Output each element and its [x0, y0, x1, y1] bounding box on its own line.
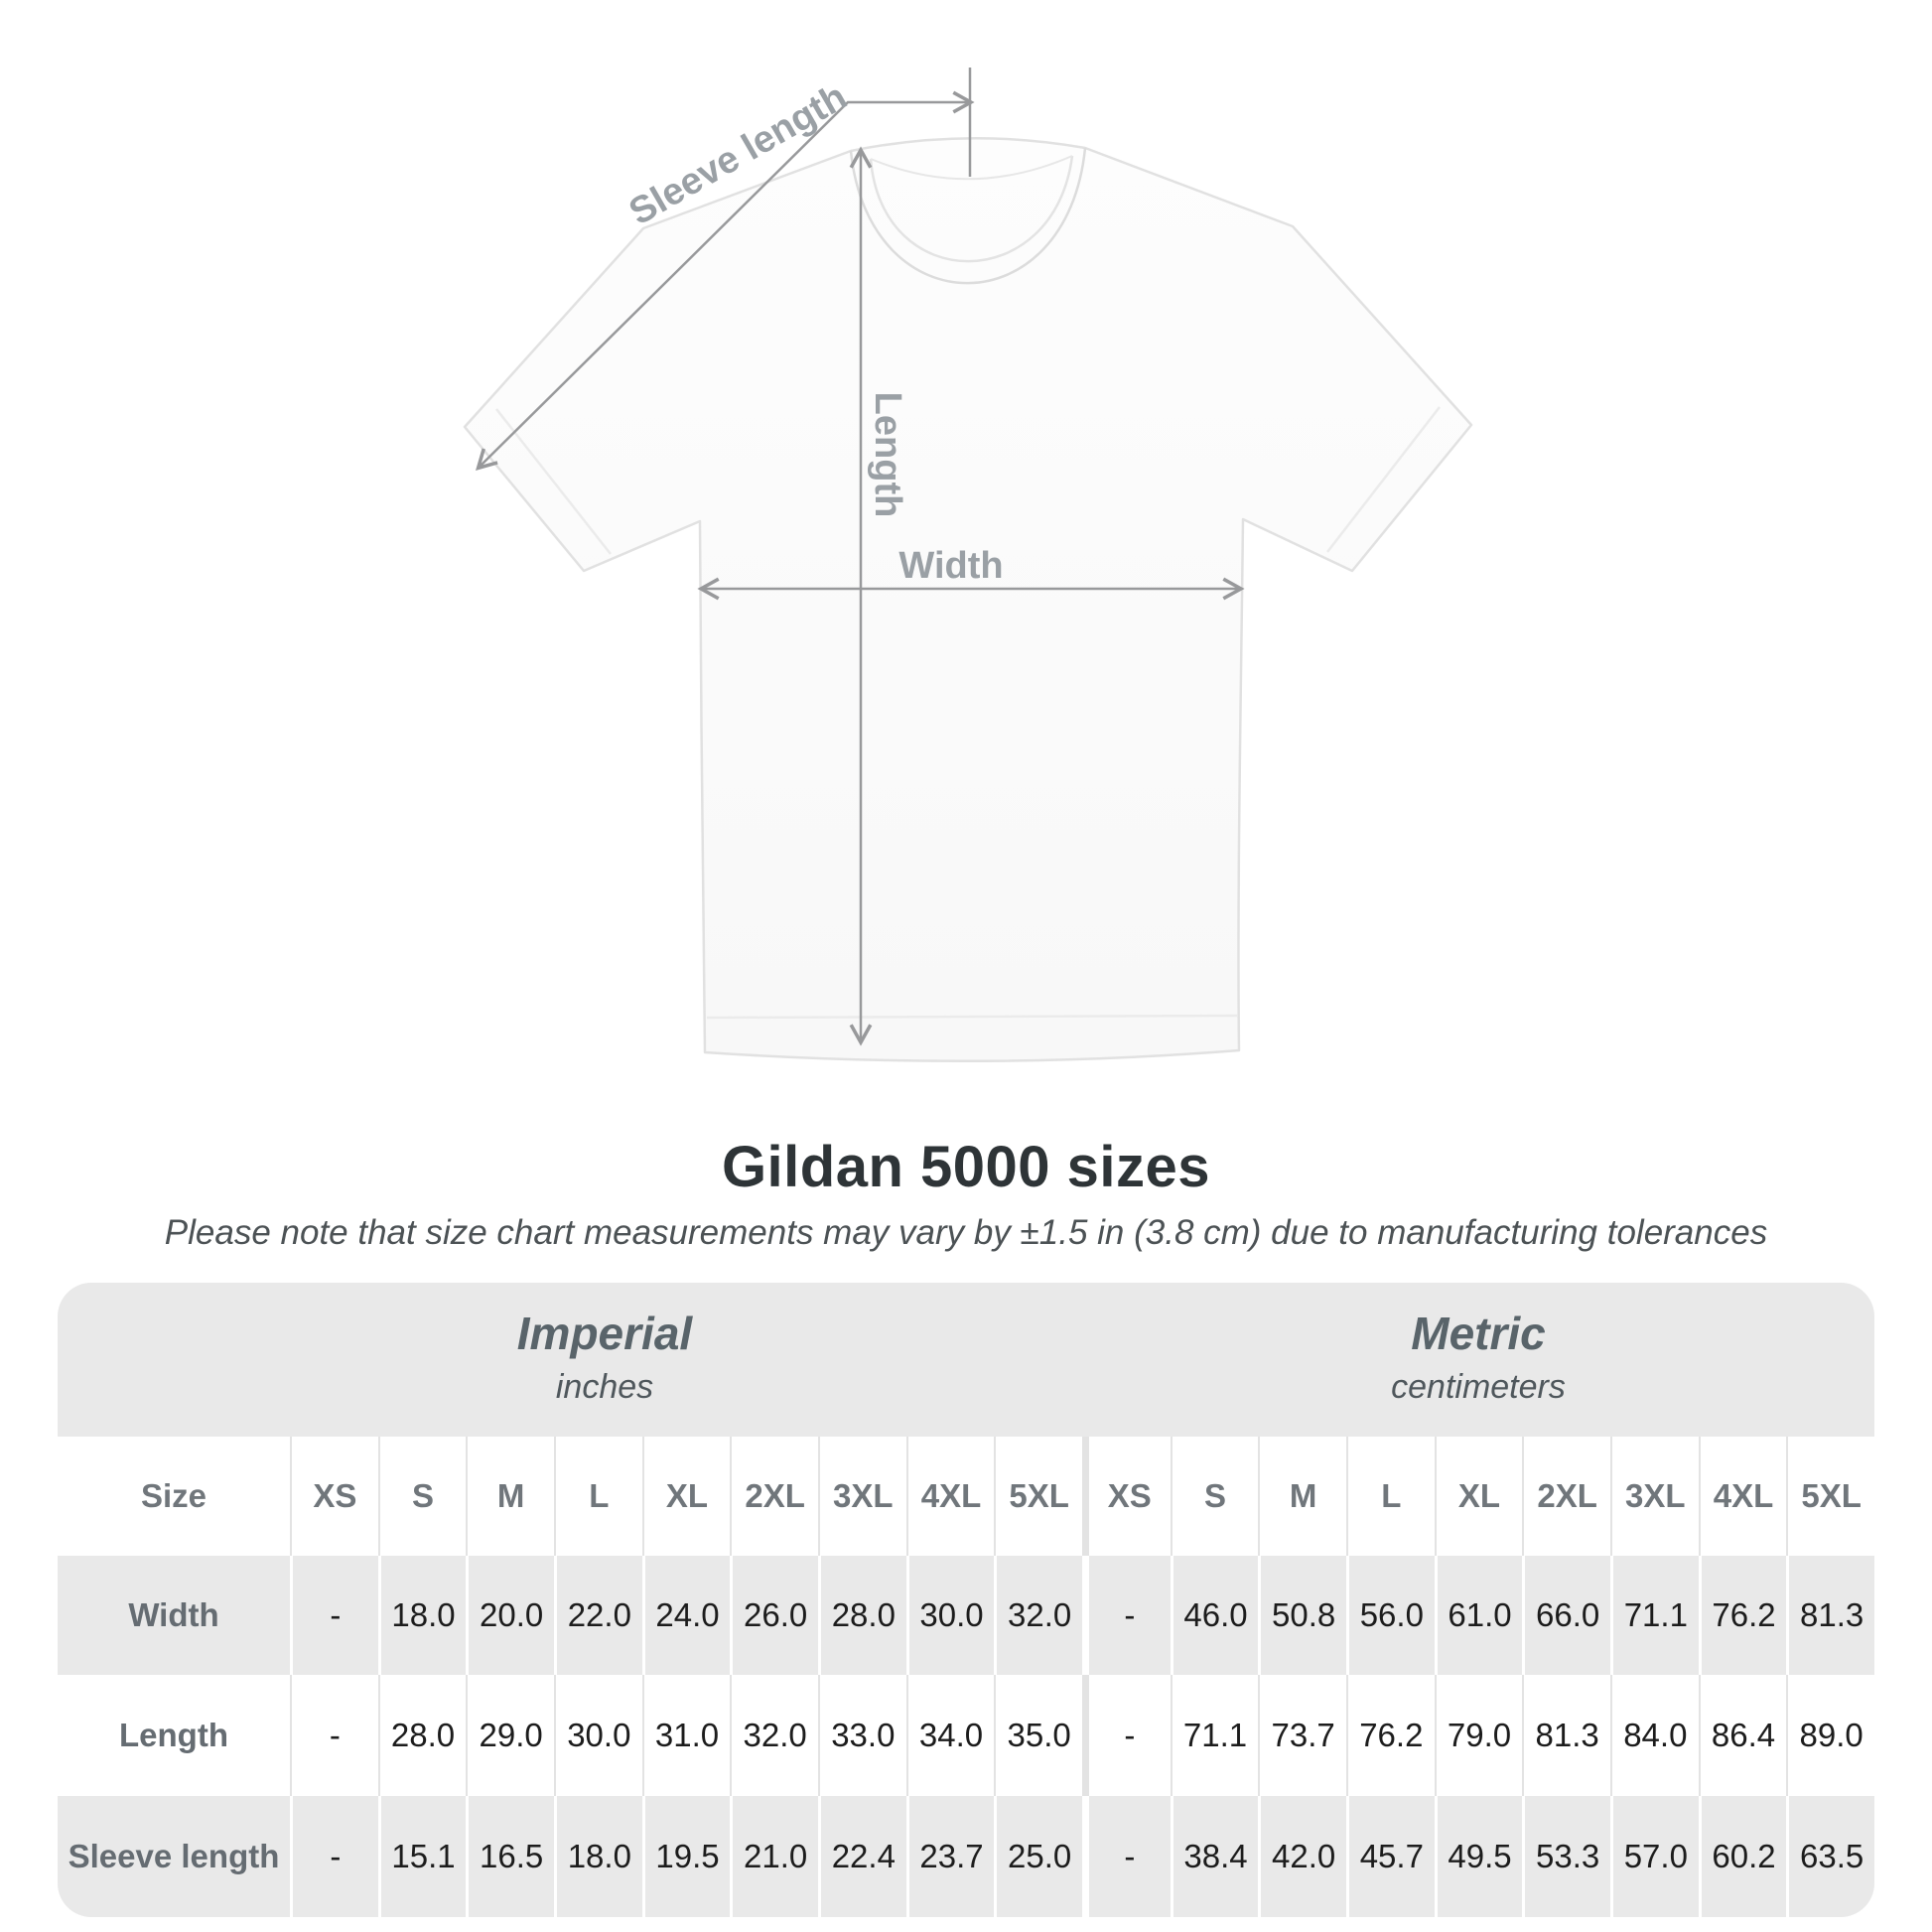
size-col-header: L — [1345, 1437, 1435, 1556]
value-cell: 30.0 — [905, 1556, 995, 1675]
metric-title: Metric — [1411, 1308, 1546, 1359]
size-col-header: XL — [641, 1437, 731, 1556]
size-col-header: 2XL — [730, 1437, 818, 1556]
table-row-width: Width - 18.0 20.0 22.0 24.0 26.0 28.0 30… — [58, 1556, 1874, 1675]
value-cell: 18.0 — [377, 1556, 467, 1675]
size-table: Imperial inches Metric centimeters Size … — [58, 1283, 1874, 1917]
value-cell: 60.2 — [1698, 1796, 1787, 1917]
value-cell: 45.7 — [1345, 1796, 1435, 1917]
value-cell: 57.0 — [1609, 1796, 1699, 1917]
value-cell: 33.0 — [817, 1675, 906, 1796]
value-cell: - — [1081, 1675, 1171, 1796]
value-cell: 15.1 — [377, 1796, 467, 1917]
value-cell: 50.8 — [1258, 1556, 1346, 1675]
size-col-header: XS — [1081, 1437, 1171, 1556]
table-row-sleeve-length: Sleeve length - 15.1 16.5 18.0 19.5 21.0… — [58, 1796, 1874, 1917]
value-cell: 19.5 — [641, 1796, 731, 1917]
value-cell: - — [290, 1675, 378, 1796]
value-cell: 16.5 — [466, 1796, 554, 1917]
value-cell: 32.0 — [994, 1556, 1082, 1675]
value-cell: - — [1081, 1556, 1171, 1675]
page-title: Gildan 5000 sizes — [721, 1135, 1211, 1199]
table-row-length: Length - 28.0 29.0 30.0 31.0 32.0 33.0 3… — [58, 1675, 1874, 1796]
value-cell: 32.0 — [730, 1675, 818, 1796]
value-cell: 79.0 — [1434, 1675, 1523, 1796]
value-cell: 71.1 — [1170, 1675, 1259, 1796]
sleeve-length-arrow — [476, 90, 975, 471]
table-header-row: Size XS S M L XL 2XL 3XL 4XL 5XL XS S M … — [58, 1437, 1874, 1556]
value-cell: 49.5 — [1434, 1796, 1523, 1917]
value-cell: 22.0 — [553, 1556, 642, 1675]
value-cell: 73.7 — [1258, 1675, 1346, 1796]
value-cell: 28.0 — [817, 1556, 906, 1675]
row-label: Width — [128, 1596, 219, 1633]
imperial-unit: inches — [555, 1367, 654, 1406]
size-col-header: XS — [290, 1437, 378, 1556]
size-col-header: S — [377, 1437, 467, 1556]
value-cell: 20.0 — [466, 1556, 554, 1675]
value-cell: 25.0 — [994, 1796, 1082, 1917]
page-subtitle: Please note that size chart measurements… — [164, 1213, 1768, 1252]
tshirt-image — [463, 136, 1473, 1062]
size-col-header: 3XL — [1609, 1437, 1699, 1556]
size-col-header: S — [1170, 1437, 1259, 1556]
value-cell: 63.5 — [1786, 1796, 1874, 1917]
value-cell: 23.7 — [905, 1796, 995, 1917]
size-col-header: L — [553, 1437, 642, 1556]
value-cell: - — [290, 1796, 378, 1917]
value-cell: 18.0 — [553, 1796, 642, 1917]
value-cell: 76.2 — [1698, 1556, 1787, 1675]
value-cell: 71.1 — [1609, 1556, 1699, 1675]
imperial-unit-group: Imperial inches — [58, 1283, 1082, 1437]
length-label: Length — [867, 392, 908, 518]
value-cell: 81.3 — [1522, 1675, 1610, 1796]
size-column-header: Size — [140, 1477, 207, 1514]
size-col-header: 4XL — [905, 1437, 995, 1556]
value-cell: 26.0 — [730, 1556, 818, 1675]
imperial-title: Imperial — [516, 1308, 693, 1359]
width-label: Width — [898, 545, 1003, 587]
value-cell: 34.0 — [905, 1675, 995, 1796]
size-col-header: 3XL — [817, 1437, 906, 1556]
value-cell: 22.4 — [817, 1796, 906, 1917]
size-col-header: M — [1258, 1437, 1346, 1556]
value-cell: 89.0 — [1786, 1675, 1874, 1796]
value-cell: 30.0 — [553, 1675, 642, 1796]
size-col-header: M — [466, 1437, 554, 1556]
value-cell: 35.0 — [994, 1675, 1082, 1796]
value-cell: 84.0 — [1609, 1675, 1699, 1796]
value-cell: 42.0 — [1258, 1796, 1346, 1917]
row-label: Length — [119, 1717, 228, 1753]
value-cell: 21.0 — [730, 1796, 818, 1917]
value-cell: 31.0 — [641, 1675, 731, 1796]
value-cell: 38.4 — [1170, 1796, 1259, 1917]
metric-unit: centimeters — [1391, 1367, 1566, 1406]
value-cell: 61.0 — [1434, 1556, 1523, 1675]
value-cell: 86.4 — [1698, 1675, 1787, 1796]
value-cell: 24.0 — [641, 1556, 731, 1675]
size-col-header: 5XL — [1786, 1437, 1874, 1556]
size-col-header: 2XL — [1522, 1437, 1610, 1556]
size-col-header: XL — [1434, 1437, 1523, 1556]
value-cell: 66.0 — [1522, 1556, 1610, 1675]
value-cell: 29.0 — [466, 1675, 554, 1796]
size-col-header: 5XL — [994, 1437, 1082, 1556]
size-col-header: 4XL — [1698, 1437, 1787, 1556]
value-cell: 46.0 — [1170, 1556, 1259, 1675]
value-cell: - — [290, 1556, 378, 1675]
unit-band: Imperial inches Metric centimeters — [58, 1283, 1874, 1437]
row-label: Sleeve length — [68, 1838, 280, 1874]
value-cell: 28.0 — [377, 1675, 467, 1796]
value-cell: 76.2 — [1345, 1675, 1435, 1796]
value-cell: 53.3 — [1522, 1796, 1610, 1917]
tshirt-measurement-diagram: Sleeve length Length Width — [463, 68, 1473, 1062]
metric-unit-group: Metric centimeters — [1082, 1283, 1874, 1437]
value-cell: - — [1081, 1796, 1171, 1917]
value-cell: 56.0 — [1345, 1556, 1435, 1675]
value-cell: 81.3 — [1786, 1556, 1874, 1675]
dimension-arrows — [476, 68, 1245, 1046]
